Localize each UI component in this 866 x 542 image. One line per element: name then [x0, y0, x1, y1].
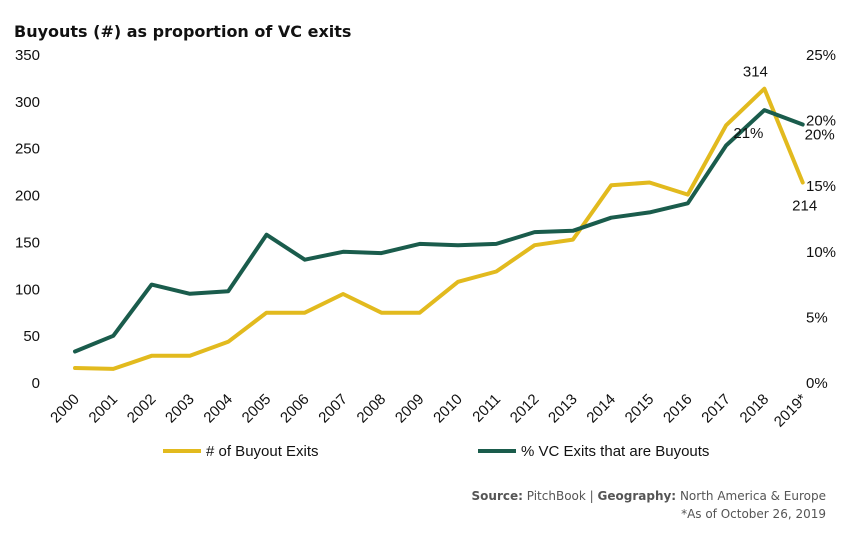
- left-axis-tick-label: 300: [15, 94, 40, 111]
- x-axis-tick-label: 2010: [430, 391, 466, 427]
- right-axis-tick-label: 25%: [806, 47, 836, 64]
- data-label: 314: [743, 64, 768, 81]
- right-axis-tick-label: 0%: [806, 375, 828, 392]
- as-of-note: *As of October 26, 2019: [681, 507, 826, 521]
- x-axis-tick-label: 2000: [47, 391, 83, 427]
- left-axis-tick-label: 200: [15, 188, 40, 205]
- source-value: PitchBook |: [526, 489, 594, 503]
- left-axis-tick-label: 50: [23, 328, 40, 345]
- x-axis-tick-label: 2006: [277, 391, 313, 427]
- left-axis-tick-label: 0: [32, 375, 40, 392]
- series-lines: [73, 86, 805, 371]
- data-labels: 314 214 21% 20%: [733, 64, 834, 215]
- source-credit: Source: PitchBook | Geography: North Ame…: [472, 489, 826, 503]
- x-axis-tick-label: 2014: [583, 391, 619, 427]
- data-label: 214: [792, 197, 817, 214]
- left-axis-tick-label: 100: [15, 281, 40, 298]
- left-axis-tick-label: 350: [15, 47, 40, 64]
- x-axis-tick-label: 2019*: [771, 391, 811, 431]
- x-axis-tick-label: 2002: [124, 391, 160, 427]
- chart-title: Buyouts (#) as proportion of VC exits: [14, 22, 352, 41]
- x-axis-tick-label: 2015: [622, 391, 658, 427]
- legend-label-1: # of Buyout Exits: [206, 443, 319, 460]
- left-axis-tick-label: 250: [15, 141, 40, 158]
- geography-label: Geography:: [597, 489, 677, 503]
- legend: # of Buyout Exits % VC Exits that are Buy…: [163, 443, 709, 460]
- data-label: 20%: [805, 127, 835, 144]
- right-axis-ticks: 25% 20% 15% 10% 5% 0%: [806, 47, 836, 392]
- series-line-2: [73, 108, 805, 354]
- x-axis-tick-label: 2005: [239, 391, 275, 427]
- left-axis-ticks: 350 300 250 200 150 100 50 0: [15, 47, 40, 392]
- x-axis-tick-label: 2009: [392, 391, 428, 427]
- x-axis-tick-label: 2008: [354, 391, 390, 427]
- x-axis-tick-label: 2011: [469, 391, 504, 426]
- x-axis-tick-label: 2001: [86, 391, 122, 427]
- right-axis-tick-label: 5%: [806, 309, 828, 326]
- x-axis-tick-label: 2004: [200, 391, 236, 427]
- x-axis-tick-label: 2018: [737, 391, 773, 427]
- x-axis-tick-label: 2016: [660, 391, 696, 427]
- x-axis-tick-label: 2012: [507, 391, 543, 427]
- right-axis-tick-label: 20%: [806, 113, 836, 130]
- source-label: Source:: [471, 489, 523, 503]
- geography-value: North America & Europe: [679, 489, 826, 503]
- right-axis-tick-label: 10%: [806, 244, 836, 261]
- x-axis-ticks: 2000 2001 2002 2003 2004 2005 2006 2007 2008 2009…: [47, 391, 810, 431]
- legend-label-2: % VC Exits that are Buyouts: [521, 443, 709, 460]
- series-line-1: [73, 86, 805, 371]
- left-axis-tick-label: 150: [15, 234, 40, 251]
- right-axis-tick-label: 15%: [806, 178, 836, 195]
- x-axis-tick-label: 2007: [315, 391, 351, 427]
- x-axis-tick-label: 2003: [162, 391, 198, 427]
- x-axis-tick-label: 2017: [698, 391, 734, 427]
- x-axis-tick-label: 2013: [545, 391, 581, 427]
- data-label: 21%: [733, 125, 763, 142]
